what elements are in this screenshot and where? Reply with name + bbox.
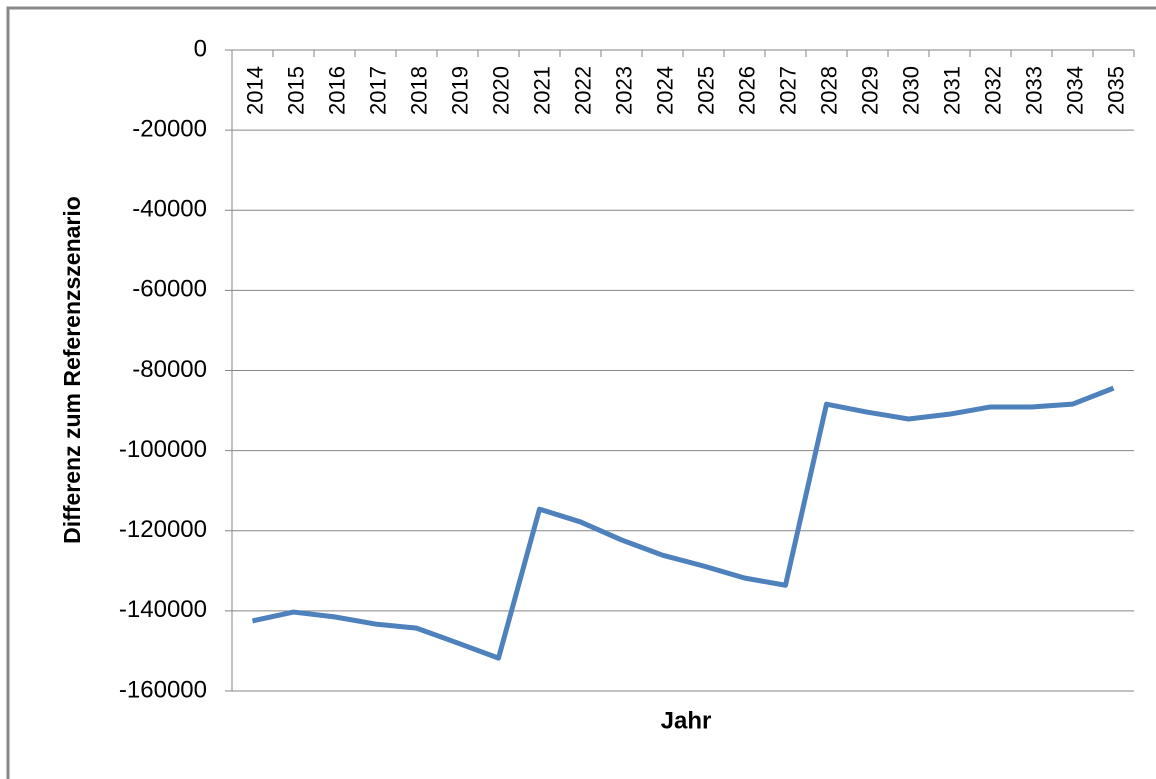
x-tick-label: 2017 (365, 66, 390, 115)
x-tick-label: 2015 (283, 66, 308, 115)
x-tick-label: 2020 (488, 66, 513, 115)
x-axis-label: Jahr (661, 707, 712, 734)
frame (6, 6, 1156, 779)
x-tick-label: 2019 (447, 66, 472, 115)
y-tick-label: -20000 (132, 115, 207, 142)
y-tick-label: -140000 (119, 596, 207, 623)
x-tick-label: 2016 (324, 66, 349, 115)
y-axis-label: Differenz zum Referenzszenario (59, 196, 85, 544)
y-tick-label: -60000 (132, 276, 207, 303)
y-tick-label: 0 (194, 35, 207, 62)
x-tick-label: 2021 (529, 66, 554, 115)
y-tick-label: -120000 (119, 516, 207, 543)
x-tick-label: 2028 (816, 66, 841, 115)
x-tick-label: 2018 (406, 66, 431, 115)
x-tick-label: 2026 (734, 66, 759, 115)
y-tick-label: -160000 (119, 676, 207, 703)
x-tick-label: 2024 (652, 66, 677, 115)
x-tick-label: 2025 (693, 66, 718, 115)
x-tick-label: 2030 (898, 66, 923, 115)
x-tick-label: 2031 (939, 66, 964, 115)
x-tick-label: 2014 (242, 66, 267, 115)
y-tick-label: -40000 (132, 196, 207, 223)
x-tick-label: 2027 (775, 66, 800, 115)
x-tick-label: 2029 (857, 66, 882, 115)
x-tick-label: 2023 (611, 66, 636, 115)
y-tick-label: -100000 (119, 436, 207, 463)
x-tick-label: 2033 (1021, 66, 1046, 115)
y-tick-label: -80000 (132, 356, 207, 383)
x-tick-label: 2034 (1062, 66, 1087, 115)
x-tick-label: 2022 (570, 66, 595, 115)
data-line (251, 385, 1115, 661)
x-tick-label: 2035 (1103, 66, 1128, 115)
x-tick-label: 2032 (980, 66, 1005, 115)
